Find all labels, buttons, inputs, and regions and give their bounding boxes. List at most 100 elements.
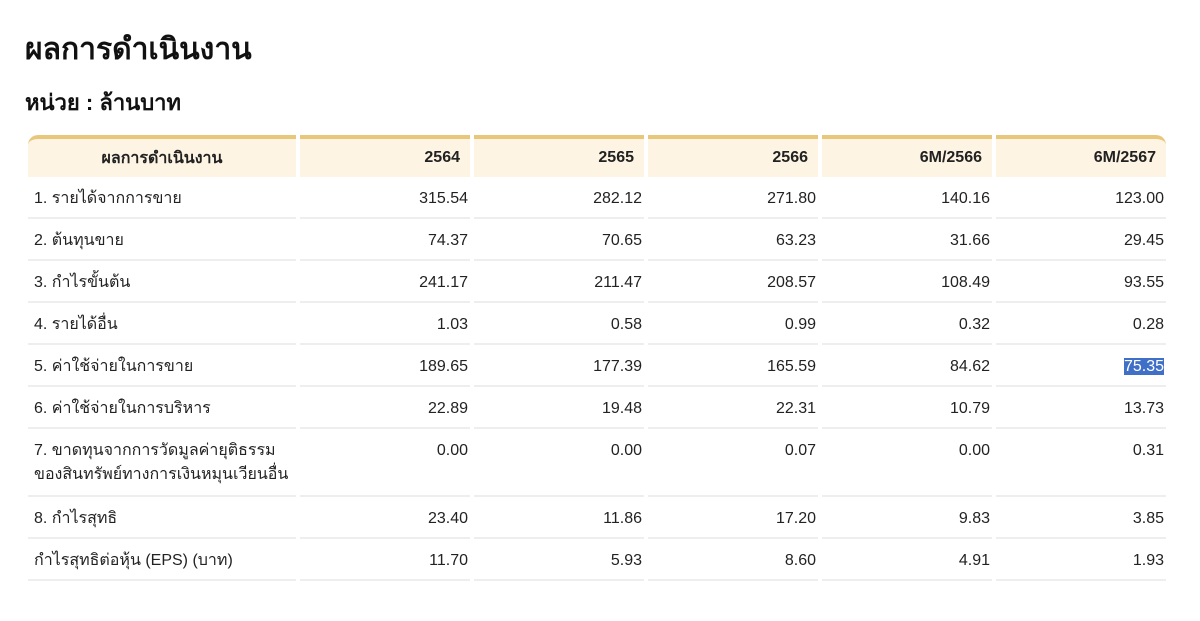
cell-value: 1.03 <box>436 316 468 333</box>
cell-value: 11.70 <box>429 552 468 569</box>
table-cell[interactable]: 4.91 <box>822 539 992 581</box>
table-cell[interactable]: 31.66 <box>822 219 992 261</box>
cell-value: 123.00 <box>1115 190 1164 207</box>
table-cell[interactable]: 13.73 <box>996 387 1166 429</box>
table-cell[interactable]: 315.54 <box>300 177 470 219</box>
row-label: 5. ค่าใช้จ่ายในการขาย <box>28 345 296 387</box>
cell-value: 0.00 <box>958 442 990 459</box>
table-cell[interactable]: 11.86 <box>474 497 644 539</box>
cell-value: 10.79 <box>949 400 990 417</box>
table-cell[interactable]: 74.37 <box>300 219 470 261</box>
table-row: 7. ขาดทุนจากการวัดมูลค่ายุติธรรม ของสินท… <box>28 429 1166 497</box>
table-cell[interactable]: 63.23 <box>648 219 818 261</box>
performance-table-container: ผลการดำเนินงาน 2564 2565 2566 6M/2566 6M… <box>28 135 1168 581</box>
table-row: 5. ค่าใช้จ่ายในการขาย 189.65 177.39 165.… <box>28 345 1166 387</box>
table-cell[interactable]: 211.47 <box>474 261 644 303</box>
cell-value: 140.16 <box>941 190 990 207</box>
table-cell[interactable]: 0.28 <box>996 303 1166 345</box>
selected-text[interactable]: 75.35 <box>1123 358 1164 375</box>
table-cell[interactable]: 271.80 <box>648 177 818 219</box>
cell-value: 211.47 <box>594 274 642 291</box>
cell-value: 165.59 <box>767 358 816 375</box>
cell-value: 1.93 <box>1132 552 1164 569</box>
table-cell[interactable]: 22.89 <box>300 387 470 429</box>
unit-label: หน่วย : ล้านบาท <box>25 90 182 115</box>
cell-value: 0.31 <box>1132 442 1164 459</box>
table-cell[interactable]: 1.93 <box>996 539 1166 581</box>
table-cell[interactable]: 8.60 <box>648 539 818 581</box>
cell-value: 5.93 <box>610 552 642 569</box>
cell-value: 17.20 <box>775 510 816 527</box>
cell-value: 11.86 <box>603 510 642 527</box>
table-cell[interactable]: 19.48 <box>474 387 644 429</box>
table-cell[interactable]: 17.20 <box>648 497 818 539</box>
cell-value: 282.12 <box>593 190 642 207</box>
table-row: 4. รายได้อื่น 1.03 0.58 0.99 0.32 0.28 <box>28 303 1166 345</box>
table-cell[interactable]: 5.93 <box>474 539 644 581</box>
table-cell[interactable]: 0.31 <box>996 429 1166 497</box>
cell-value: 0.00 <box>610 442 642 459</box>
cell-value: 13.73 <box>1123 400 1164 417</box>
row-label: 3. กำไรขั้นต้น <box>28 261 296 303</box>
row-label: 2. ต้นทุนขาย <box>28 219 296 261</box>
row-label: 4. รายได้อื่น <box>28 303 296 345</box>
table-cell[interactable]: 70.65 <box>474 219 644 261</box>
table-cell[interactable]: 10.79 <box>822 387 992 429</box>
header-6m-2566: 6M/2566 <box>822 135 992 177</box>
cell-value: 0.99 <box>784 316 816 333</box>
table-cell[interactable]: 0.00 <box>474 429 644 497</box>
table-cell[interactable]: 123.00 <box>996 177 1166 219</box>
header-6m-2567: 6M/2567 <box>996 135 1166 177</box>
table-cell[interactable]: 165.59 <box>648 345 818 387</box>
row-label: 8. กำไรสุทธิ <box>28 497 296 539</box>
row-label: 1. รายได้จากการขาย <box>28 177 296 219</box>
cell-value: 315.54 <box>419 190 468 207</box>
header-year-2565: 2565 <box>474 135 644 177</box>
table-cell[interactable]: 282.12 <box>474 177 644 219</box>
cell-value: 241.17 <box>419 274 468 291</box>
cell-value: 23.40 <box>427 510 468 527</box>
table-cell[interactable]: 1.03 <box>300 303 470 345</box>
table-row: 2. ต้นทุนขาย 74.37 70.65 63.23 31.66 29.… <box>28 219 1166 261</box>
table-cell[interactable]: 22.31 <box>648 387 818 429</box>
cell-value: 8.60 <box>784 552 816 569</box>
cell-value: 208.57 <box>767 274 816 291</box>
table-cell-selected[interactable]: 75.35 <box>996 345 1166 387</box>
header-year-2564: 2564 <box>300 135 470 177</box>
table-cell[interactable]: 0.07 <box>648 429 818 497</box>
table-cell[interactable]: 9.83 <box>822 497 992 539</box>
cell-value: 4.91 <box>958 552 990 569</box>
table-cell[interactable]: 177.39 <box>474 345 644 387</box>
table-cell[interactable]: 11.70 <box>300 539 470 581</box>
row-label: 7. ขาดทุนจากการวัดมูลค่ายุติธรรม ของสินท… <box>28 429 296 497</box>
table-cell[interactable]: 0.00 <box>822 429 992 497</box>
cell-value: 3.85 <box>1132 510 1164 527</box>
table-cell[interactable]: 189.65 <box>300 345 470 387</box>
header-item: ผลการดำเนินงาน <box>28 135 296 177</box>
table-row: 3. กำไรขั้นต้น 241.17 211.47 208.57 108.… <box>28 261 1166 303</box>
row-label: 6. ค่าใช้จ่ายในการบริหาร <box>28 387 296 429</box>
table-cell[interactable]: 3.85 <box>996 497 1166 539</box>
table-cell[interactable]: 0.58 <box>474 303 644 345</box>
table-cell[interactable]: 23.40 <box>300 497 470 539</box>
table-cell[interactable]: 241.17 <box>300 261 470 303</box>
table-cell[interactable]: 0.32 <box>822 303 992 345</box>
table-cell[interactable]: 93.55 <box>996 261 1166 303</box>
table-cell[interactable]: 140.16 <box>822 177 992 219</box>
table-cell[interactable]: 29.45 <box>996 219 1166 261</box>
page-title: ผลการดำเนินงาน <box>25 33 252 66</box>
table-row: 8. กำไรสุทธิ 23.40 11.86 17.20 9.83 3.85 <box>28 497 1166 539</box>
table-cell[interactable]: 0.00 <box>300 429 470 497</box>
header-year-2566: 2566 <box>648 135 818 177</box>
cell-value: 0.28 <box>1132 316 1164 333</box>
table-cell[interactable]: 0.99 <box>648 303 818 345</box>
cell-value: 70.65 <box>601 232 642 249</box>
cell-value: 31.66 <box>949 232 990 249</box>
cell-value: 271.80 <box>767 190 816 207</box>
cell-value: 19.48 <box>601 400 642 417</box>
cell-value: 0.58 <box>610 316 642 333</box>
table-cell[interactable]: 108.49 <box>822 261 992 303</box>
table-cell[interactable]: 84.62 <box>822 345 992 387</box>
table-cell[interactable]: 208.57 <box>648 261 818 303</box>
cell-value: 108.49 <box>941 274 990 291</box>
